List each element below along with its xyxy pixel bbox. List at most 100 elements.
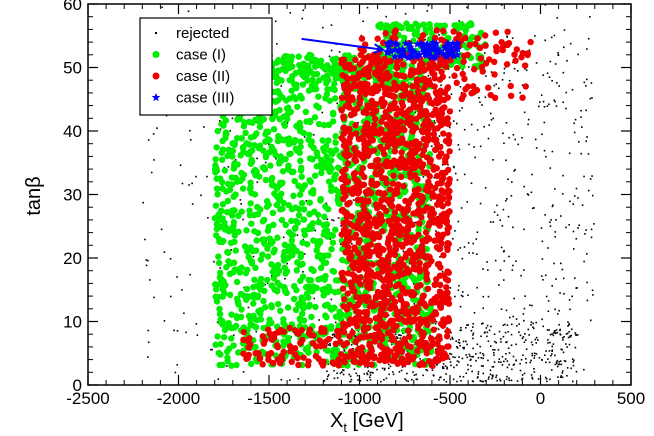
data-point xyxy=(412,52,421,60)
data-point xyxy=(387,348,394,355)
data-point xyxy=(482,32,489,39)
data-point xyxy=(521,377,524,380)
data-point xyxy=(388,222,395,229)
data-point xyxy=(575,187,578,190)
data-point xyxy=(314,211,322,219)
data-point xyxy=(423,270,430,277)
data-point xyxy=(363,272,371,280)
data-point xyxy=(354,190,362,197)
data-point xyxy=(465,326,467,329)
data-point xyxy=(545,155,547,158)
data-point xyxy=(508,255,510,258)
data-point xyxy=(456,179,459,181)
data-point xyxy=(430,326,437,333)
data-point xyxy=(340,219,347,227)
data-point xyxy=(511,269,514,271)
data-point xyxy=(408,239,415,246)
data-point xyxy=(559,292,561,294)
data-point xyxy=(390,172,397,179)
data-point xyxy=(543,354,546,357)
data-point xyxy=(280,378,283,381)
data-point xyxy=(498,358,501,360)
data-point xyxy=(223,263,230,271)
data-point xyxy=(331,219,333,221)
data-point xyxy=(323,349,325,352)
data-point xyxy=(478,63,486,71)
data-point xyxy=(349,262,356,269)
data-point xyxy=(435,320,438,323)
data-point xyxy=(357,281,364,288)
data-point xyxy=(548,329,550,331)
data-point xyxy=(487,295,490,298)
data-point xyxy=(569,42,572,45)
series-case-ii- xyxy=(240,27,534,370)
data-point xyxy=(297,157,304,165)
data-point xyxy=(174,371,177,374)
data-point xyxy=(392,283,400,290)
data-point xyxy=(512,264,514,267)
data-point xyxy=(479,145,482,148)
data-point xyxy=(427,74,430,77)
data-point xyxy=(288,231,295,239)
data-point xyxy=(191,203,194,205)
data-point xyxy=(555,278,557,280)
data-point xyxy=(367,162,374,170)
data-point xyxy=(329,56,336,63)
data-point xyxy=(407,48,416,57)
data-point xyxy=(331,176,338,183)
data-point xyxy=(324,233,331,240)
data-point xyxy=(556,17,558,19)
data-point xyxy=(300,227,308,234)
data-point xyxy=(323,227,331,234)
data-point xyxy=(489,112,492,115)
data-point xyxy=(427,212,434,220)
data-point xyxy=(283,97,290,104)
data-point xyxy=(366,6,369,9)
data-point xyxy=(288,358,295,366)
data-point xyxy=(398,92,406,99)
data-point xyxy=(585,140,588,143)
data-point xyxy=(224,248,231,256)
data-point xyxy=(548,76,551,78)
data-point xyxy=(224,348,231,355)
data-point xyxy=(449,361,452,363)
data-point xyxy=(287,348,294,355)
data-point xyxy=(333,346,340,354)
data-point xyxy=(404,13,407,15)
data-point xyxy=(533,354,536,357)
data-point xyxy=(195,175,197,178)
data-point xyxy=(443,378,445,381)
data-point xyxy=(585,78,588,81)
data-point xyxy=(457,220,460,223)
data-point xyxy=(450,331,452,334)
data-point xyxy=(228,212,236,219)
data-point xyxy=(329,239,337,246)
legend-label: rejected xyxy=(176,25,229,42)
data-point xyxy=(206,175,208,178)
data-point xyxy=(392,35,399,42)
data-point xyxy=(344,160,352,167)
data-point xyxy=(398,24,405,32)
data-point xyxy=(396,341,404,349)
data-point xyxy=(562,351,565,354)
data-point xyxy=(271,68,279,76)
data-point xyxy=(555,362,558,365)
y-tick-label: 40 xyxy=(63,122,82,141)
data-point xyxy=(574,333,577,336)
data-point xyxy=(465,354,467,356)
data-point xyxy=(274,234,281,241)
data-point xyxy=(316,337,323,344)
data-point xyxy=(426,21,433,28)
data-point xyxy=(145,264,148,267)
data-point xyxy=(413,27,421,35)
data-point xyxy=(506,198,508,200)
data-point xyxy=(149,279,151,281)
data-point xyxy=(411,276,418,284)
data-point xyxy=(490,71,493,73)
data-point xyxy=(372,324,380,331)
data-point xyxy=(285,162,292,169)
data-point xyxy=(403,228,410,235)
data-point xyxy=(575,237,578,240)
data-point xyxy=(269,145,276,152)
data-point xyxy=(523,228,525,231)
